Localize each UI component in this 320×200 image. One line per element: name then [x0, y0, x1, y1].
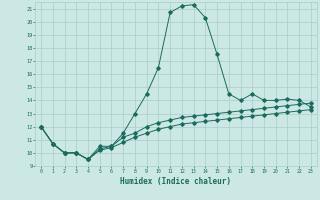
X-axis label: Humidex (Indice chaleur): Humidex (Indice chaleur) [121, 177, 231, 186]
